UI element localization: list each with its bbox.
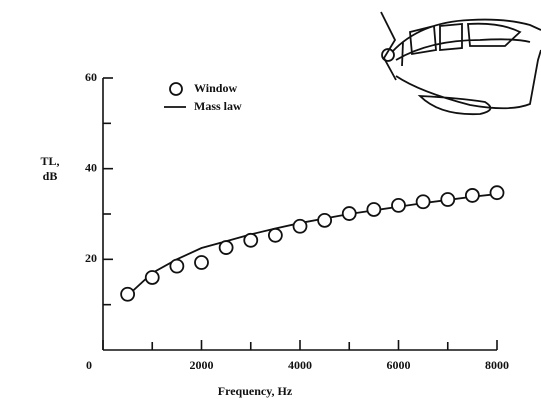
window-point xyxy=(415,194,431,210)
window-point xyxy=(194,255,209,270)
mass-law-line xyxy=(127,193,498,297)
x-tick-label: 8000 xyxy=(485,358,509,372)
x-tick-label: 2000 xyxy=(190,358,214,372)
legend-label: Mass law xyxy=(194,99,242,113)
window-point xyxy=(120,286,136,302)
legend-label: Window xyxy=(194,81,237,95)
y-tick-label: 40 xyxy=(85,160,97,174)
window-point xyxy=(169,258,185,274)
x-tick-label: 6000 xyxy=(387,358,411,372)
x-tick-label: 4000 xyxy=(288,358,312,372)
window-point xyxy=(366,202,382,217)
window-point xyxy=(243,232,259,248)
window-point xyxy=(391,197,406,213)
window-point xyxy=(317,212,333,228)
y-axis-label: TL, xyxy=(40,154,59,168)
window-point xyxy=(341,206,357,221)
window-point xyxy=(489,185,505,201)
window-point xyxy=(267,227,283,243)
window-point xyxy=(144,270,160,285)
y-tick-label: 20 xyxy=(85,251,97,265)
x-axis-label: Frequency, Hz xyxy=(218,384,293,398)
x-tick-label: 0 xyxy=(86,358,92,372)
window-point xyxy=(218,240,234,255)
window-point xyxy=(464,188,480,203)
y-axis-label: dB xyxy=(43,169,58,183)
airplane-illustration xyxy=(380,11,541,116)
legend-marker xyxy=(169,82,183,96)
window-point xyxy=(440,192,456,207)
y-tick-label: 60 xyxy=(85,70,97,84)
window-point xyxy=(292,218,308,234)
